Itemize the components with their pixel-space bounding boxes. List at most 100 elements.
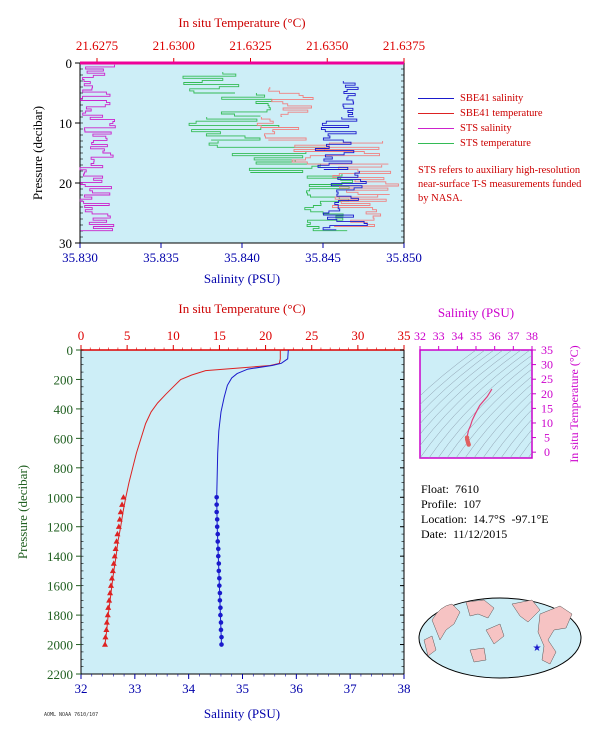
- ts-top-tick-label: 34: [451, 329, 463, 343]
- ts-top-tick-label: 36: [489, 329, 501, 343]
- top-chart-y-tick-label: 0: [66, 56, 73, 71]
- ts-right-tick-label: 25: [541, 372, 553, 386]
- series-step: [322, 171, 368, 231]
- ts-top-tick-label: 37: [507, 329, 519, 343]
- main-y-tick-label: 800: [54, 461, 74, 476]
- density-contour: [437, 361, 532, 458]
- main-bottom-tick-label: 36: [290, 681, 304, 696]
- ts-right-tick-label: 15: [541, 401, 553, 415]
- legend-label: STS salinity: [460, 123, 512, 134]
- temperature-marker: [102, 633, 109, 640]
- main-y-tick-label: 0: [67, 343, 74, 358]
- ts-top-axis-title: Salinity (PSU): [438, 305, 514, 320]
- salinity-marker: [214, 517, 220, 522]
- main-y-tick-label: 1400: [47, 549, 73, 564]
- main-chart-bottom-axis-title: Salinity (PSU): [204, 706, 280, 721]
- density-contour: [420, 350, 495, 415]
- temperature-marker: [113, 538, 120, 544]
- top-chart-bottom-tick-label: 35.840: [224, 250, 260, 265]
- ts-top-tick-label: 33: [433, 329, 445, 343]
- temperature-marker: [110, 560, 117, 566]
- main-chart-y-axis-title: Pressure (decibar): [15, 465, 30, 559]
- density-contour: [420, 350, 522, 447]
- temperature-marker: [120, 494, 127, 500]
- top-chart-y-axis-title: Pressure (decibar): [30, 106, 45, 200]
- salinity-marker: [217, 575, 222, 581]
- ts-right-axis-title: In situ Temperature (°C): [567, 345, 581, 462]
- salinity-marker: [214, 494, 219, 500]
- top-chart-top-tick-label: 21.6275: [76, 38, 118, 53]
- salinity-marker: [214, 502, 219, 507]
- density-contour: [446, 368, 532, 458]
- top-chart-top-tick-label: 21.6300: [153, 38, 195, 53]
- density-contour: [482, 400, 532, 458]
- salinity-marker: [217, 598, 223, 603]
- temperature-marker: [104, 611, 111, 618]
- salinity-marker: [218, 627, 224, 633]
- main-top-tick-label: 25: [305, 328, 318, 343]
- main-bottom-tick-label: 34: [182, 681, 196, 696]
- salinity-marker: [216, 568, 222, 574]
- legend-label: SBE41 salinity: [460, 93, 524, 104]
- density-contour: [518, 439, 532, 458]
- ts-top-tick-label: 32: [414, 329, 426, 343]
- location-map: ★: [418, 597, 582, 679]
- main-top-tick-label: 5: [124, 328, 131, 343]
- temperature-marker: [107, 582, 114, 588]
- main-bottom-tick-label: 37: [344, 681, 358, 696]
- density-contour: [420, 350, 513, 435]
- sts-temperature-series: [182, 72, 354, 232]
- top-chart-top-tick-label: 21.6350: [306, 38, 348, 53]
- density-contour: [455, 375, 532, 458]
- top-chart-bottom-tick-label: 35.845: [305, 250, 341, 265]
- float-location-star: ★: [533, 643, 542, 654]
- legend-item: SBE41 salinity: [418, 91, 543, 106]
- sts-note: STS refers to auxiliary high-resolution …: [418, 165, 582, 204]
- main-top-tick-label: 15: [213, 328, 226, 343]
- ts-right-tick-label: 35: [541, 343, 553, 357]
- series-step: [342, 81, 359, 118]
- main-top-tick-label: 35: [398, 328, 411, 343]
- series-step: [188, 117, 280, 141]
- density-contours: [420, 350, 532, 458]
- legend: SBE41 salinity SBE41 temperature STS sal…: [418, 91, 543, 151]
- top-chart-y-tick-label: 10: [59, 116, 72, 131]
- legend-swatch: [418, 143, 454, 144]
- top-chart-top-axis-title: In situ Temperature (°C): [178, 15, 305, 30]
- ts-top-tick-label: 35: [470, 329, 482, 343]
- sbe41-temperature-series: [256, 87, 399, 227]
- temperature-marker: [112, 545, 119, 552]
- main-y-tick-label: 1800: [47, 608, 73, 623]
- temperature-marker: [116, 516, 123, 522]
- location: Location: 14.7°S -97.1°E: [421, 512, 549, 526]
- temperature-marker: [103, 626, 110, 633]
- main-bottom-tick-label: 33: [128, 681, 141, 696]
- temperature-marker: [114, 530, 121, 537]
- density-contour: [473, 391, 532, 458]
- ts-right-tick-label: 20: [541, 387, 553, 401]
- salinity-marker: [217, 583, 222, 588]
- main-top-tick-label: 0: [78, 328, 85, 343]
- temperature-marker: [119, 501, 126, 507]
- salinity-marker: [219, 642, 224, 647]
- float-info: Float: 7610 Profile: 107 Location: 14.7°…: [421, 482, 549, 542]
- main-y-tick-label: 2000: [47, 638, 73, 653]
- salinity-marker: [215, 531, 221, 537]
- salinity-marker: [216, 561, 222, 566]
- main-y-tick-label: 2200: [47, 667, 73, 682]
- series-step: [208, 141, 326, 173]
- top-chart-y-tick-label: 30: [59, 236, 72, 251]
- top-chart-bottom-tick-label: 35.830: [62, 250, 98, 265]
- top-chart-y-tick-label: 20: [59, 176, 72, 191]
- temperature-marker: [108, 575, 115, 581]
- legend-item: STS temperature: [418, 136, 543, 151]
- ts-right-tick-label: 0: [544, 445, 550, 459]
- sts-salinity-series: [79, 64, 116, 232]
- salinity-marker: [219, 634, 224, 640]
- main-y-tick-label: 400: [54, 402, 74, 417]
- density-contour: [527, 451, 532, 458]
- temperature-marker: [106, 597, 113, 603]
- top-chart-top-tick-label: 21.6375: [383, 38, 425, 53]
- temperature-marker: [111, 552, 118, 559]
